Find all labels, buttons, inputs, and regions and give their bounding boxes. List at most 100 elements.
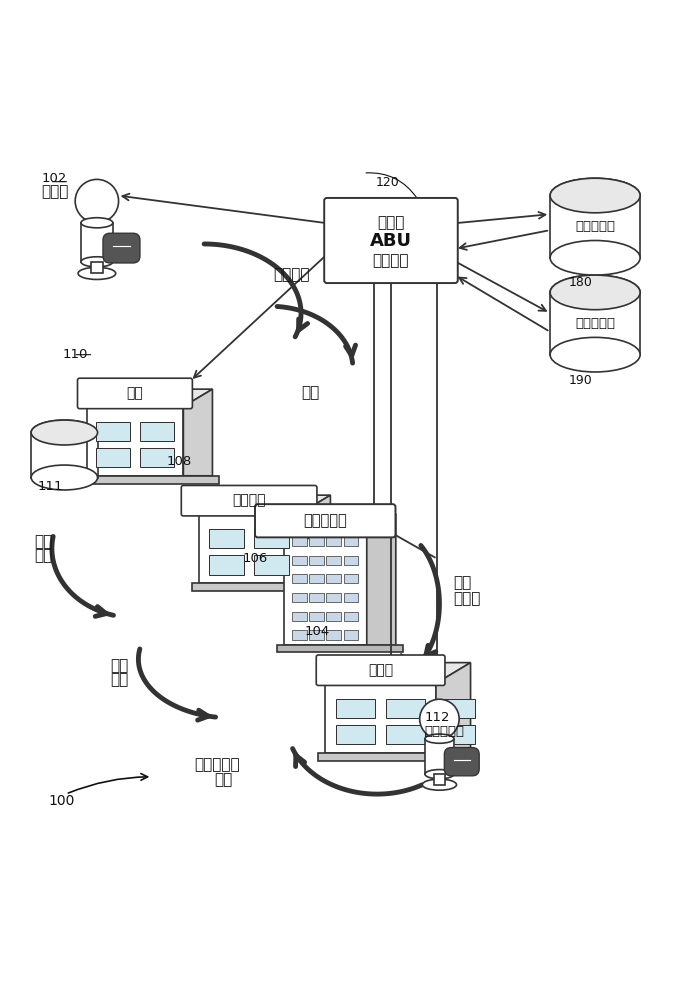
Bar bbox=[292, 537, 307, 546]
Polygon shape bbox=[284, 514, 396, 531]
Ellipse shape bbox=[81, 257, 113, 267]
Ellipse shape bbox=[31, 465, 98, 490]
Bar bbox=[199, 514, 299, 583]
Bar bbox=[31, 433, 98, 478]
FancyBboxPatch shape bbox=[444, 748, 479, 776]
Bar bbox=[309, 593, 324, 602]
Text: 认证: 认证 bbox=[301, 385, 319, 400]
FancyBboxPatch shape bbox=[78, 378, 192, 409]
Text: 商家银行: 商家银行 bbox=[233, 494, 266, 508]
FancyBboxPatch shape bbox=[324, 198, 458, 283]
Bar bbox=[309, 556, 324, 565]
Text: 110: 110 bbox=[62, 348, 88, 361]
Polygon shape bbox=[325, 663, 471, 683]
Text: 支付处理器: 支付处理器 bbox=[303, 513, 347, 528]
Bar bbox=[327, 556, 341, 565]
Bar bbox=[309, 612, 324, 621]
Ellipse shape bbox=[81, 218, 113, 228]
Text: 账户持有人: 账户持有人 bbox=[194, 757, 239, 772]
Text: 111: 111 bbox=[38, 480, 64, 493]
Bar bbox=[277, 645, 403, 652]
Text: 计算设备: 计算设备 bbox=[373, 253, 409, 268]
Bar bbox=[209, 529, 244, 548]
Text: 商家: 商家 bbox=[35, 534, 53, 549]
Text: 190: 190 bbox=[569, 374, 592, 387]
Bar bbox=[309, 630, 324, 640]
Polygon shape bbox=[367, 514, 396, 645]
Bar bbox=[80, 476, 219, 484]
FancyBboxPatch shape bbox=[316, 655, 445, 685]
Bar bbox=[96, 422, 130, 441]
Bar bbox=[336, 699, 375, 718]
Bar bbox=[343, 630, 358, 640]
Text: 账户数据库: 账户数据库 bbox=[575, 220, 615, 233]
Bar bbox=[550, 196, 640, 258]
Text: 102: 102 bbox=[42, 172, 67, 185]
Bar bbox=[292, 593, 307, 602]
Ellipse shape bbox=[422, 779, 457, 790]
Bar bbox=[292, 630, 307, 640]
Polygon shape bbox=[199, 495, 331, 514]
Ellipse shape bbox=[425, 770, 454, 779]
Bar bbox=[327, 593, 341, 602]
Bar bbox=[254, 555, 289, 575]
Bar bbox=[209, 555, 244, 575]
Text: 持卡人账户: 持卡人账户 bbox=[424, 725, 464, 738]
Bar bbox=[309, 537, 324, 546]
Bar bbox=[436, 699, 475, 718]
Bar bbox=[292, 612, 307, 621]
Bar bbox=[336, 725, 375, 744]
Text: 112: 112 bbox=[424, 711, 450, 724]
Bar bbox=[140, 448, 174, 467]
Bar bbox=[309, 574, 324, 583]
Bar bbox=[425, 739, 454, 774]
Text: 发卡方: 发卡方 bbox=[368, 663, 393, 677]
Bar bbox=[254, 529, 289, 548]
Text: 交易: 交易 bbox=[453, 576, 471, 591]
Bar bbox=[436, 725, 475, 744]
Ellipse shape bbox=[31, 420, 98, 445]
Ellipse shape bbox=[550, 241, 640, 275]
Polygon shape bbox=[183, 389, 212, 476]
Text: 商家: 商家 bbox=[111, 659, 129, 674]
Bar bbox=[327, 630, 341, 640]
Bar bbox=[81, 223, 113, 262]
Bar bbox=[386, 699, 425, 718]
Bar bbox=[434, 774, 445, 785]
Bar bbox=[343, 537, 358, 546]
Bar bbox=[327, 537, 341, 546]
Bar bbox=[86, 407, 183, 476]
Text: 受监管: 受监管 bbox=[377, 215, 405, 230]
Text: 108: 108 bbox=[166, 455, 191, 468]
Text: ABU: ABU bbox=[370, 232, 412, 249]
Text: 支付: 支付 bbox=[35, 548, 53, 563]
Bar bbox=[386, 725, 425, 744]
Bar bbox=[327, 612, 341, 621]
Text: 100: 100 bbox=[48, 794, 75, 808]
Circle shape bbox=[75, 179, 118, 223]
Ellipse shape bbox=[550, 178, 640, 213]
Text: 104: 104 bbox=[304, 625, 329, 638]
Text: 支付: 支付 bbox=[111, 672, 129, 687]
Polygon shape bbox=[436, 663, 471, 753]
Bar bbox=[327, 574, 341, 583]
FancyBboxPatch shape bbox=[181, 485, 317, 516]
Bar bbox=[343, 593, 358, 602]
Ellipse shape bbox=[78, 267, 116, 279]
Bar bbox=[192, 583, 337, 591]
Bar bbox=[343, 556, 358, 565]
Bar bbox=[325, 683, 436, 753]
Bar bbox=[140, 422, 174, 441]
Text: 120: 120 bbox=[376, 176, 399, 189]
Bar bbox=[343, 574, 358, 583]
Bar bbox=[292, 574, 307, 583]
Text: 106: 106 bbox=[242, 552, 267, 565]
Text: 被提交: 被提交 bbox=[453, 591, 481, 606]
Text: 支付: 支付 bbox=[215, 772, 233, 787]
Bar bbox=[91, 262, 103, 273]
Circle shape bbox=[419, 699, 459, 739]
Bar bbox=[284, 531, 367, 645]
Polygon shape bbox=[299, 495, 331, 583]
Ellipse shape bbox=[550, 337, 640, 372]
Bar bbox=[96, 448, 130, 467]
